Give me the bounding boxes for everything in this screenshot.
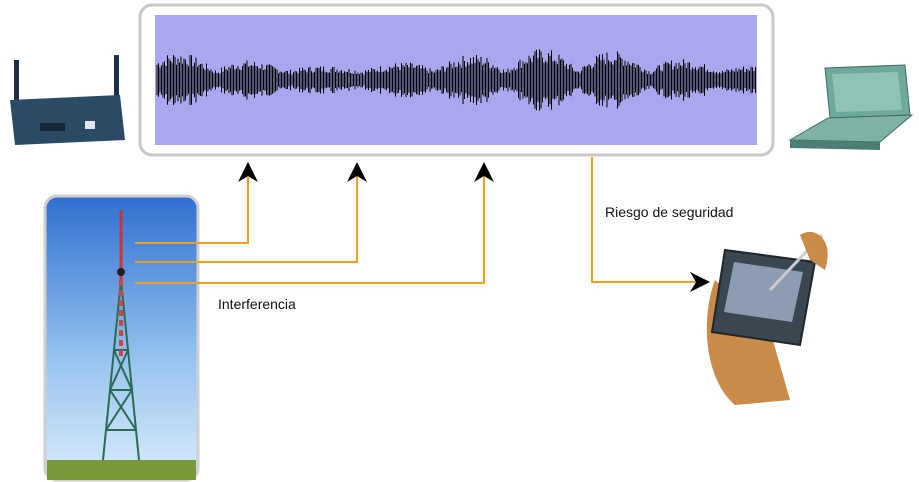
interference-lines [135,157,700,283]
diagram: Riesgo de seguridad Interferencia [0,0,919,482]
laptop-icon [790,65,912,150]
interference-label: Interferencia [218,296,296,312]
diagram-canvas: Riesgo de seguridad Interferencia [0,0,919,482]
security-risk-label: Riesgo de seguridad [605,204,733,220]
tower-photo [45,196,198,480]
router-icon [10,55,125,145]
pda-icon [707,232,828,405]
